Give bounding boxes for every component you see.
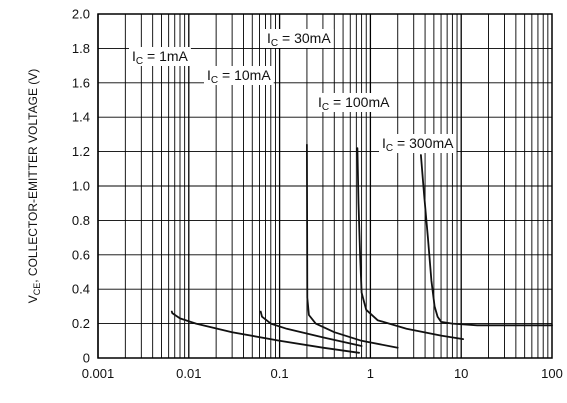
x-tick-label: 10 [454,366,468,381]
curve-label-bg [204,66,274,85]
series-line-3 [356,147,465,341]
y-tick-label: 1.8 [72,41,90,56]
plot-frame [97,13,553,359]
axes [97,13,553,359]
curve-label-bg [264,29,334,48]
curve-label-bg [379,134,457,153]
y-tick-label: 1.2 [72,144,90,159]
series-line-2 [305,143,399,349]
x-tick-label: 0.001 [82,366,115,381]
curve-label-3: IC = 100mA [315,93,393,113]
labels: 0 0.2 0.4 0.6 0.8 1.0 1.2 1.4 1.6 1.8 2.0 0.001 0.01… [26,7,563,382]
y-tick-label: 1.4 [72,110,90,125]
curve-label-0: IC = 1mA [129,47,191,67]
y-tick-label: 0.6 [72,247,90,262]
y-tick-label: 0 [83,351,90,366]
curve-label-bg [129,47,191,66]
x-tick-label: 1 [367,366,374,381]
curve-label-1: IC = 10mA [204,66,274,86]
curve-label-2: IC = 30mA [264,29,334,49]
y-tick-label: 0.2 [72,316,90,331]
x-tick-label: 100 [541,366,563,381]
y-tick-label: 1.0 [72,179,90,194]
y-tick-label: 0.8 [72,213,90,228]
series-line-0 [170,310,361,354]
x-tick-label: 0.1 [271,366,289,381]
curve-label-text: IC = 300mA [382,135,454,154]
y-tick-label: 0.4 [72,282,90,297]
curve-label-bg [315,93,393,112]
x-tick-label: 0.01 [176,366,201,381]
curve-label-text: IC = 10mA [207,67,271,86]
series-line-4 [419,154,553,327]
y-axis-title: VCE, COLLECTOR-EMITTER VOLTAGE (V) [26,69,42,304]
curve-label-text: IC = 100mA [318,94,390,113]
series-line-1 [259,310,363,347]
series-group [170,143,553,354]
y-tick-label: 1.6 [72,75,90,90]
curve-label-text: IC = 30mA [267,30,331,49]
curve-label-text: IC = 1mA [132,48,189,67]
y-tick-label: 2.0 [72,7,90,22]
curve-label-4: IC = 300mA [379,134,457,154]
